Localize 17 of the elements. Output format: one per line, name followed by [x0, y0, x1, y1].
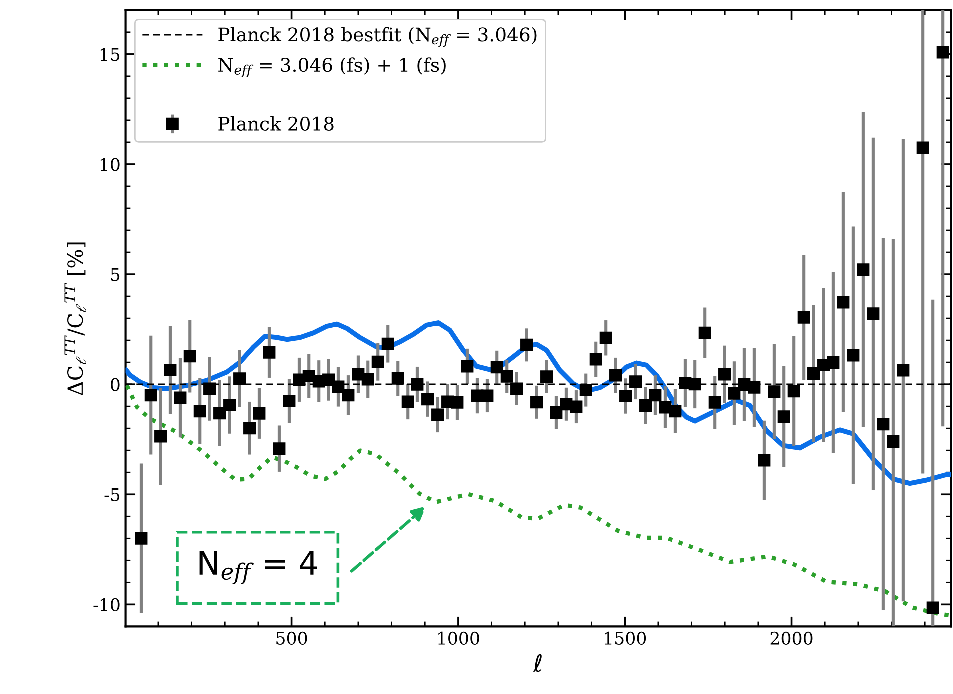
- y-tick-label: 15: [100, 48, 120, 62]
- y-tick-label: 10: [100, 158, 120, 172]
- y-axis-title: ΔC$_{ℓ}$$^{TT}$/C$_{ℓ}$$^{TT}$ [%]: [64, 242, 86, 396]
- y-tick-label: 0: [111, 378, 120, 392]
- x-tick-label: 500: [276, 632, 308, 645]
- line-series: [126, 384, 952, 618]
- annotation: N$_{eff}$ = 4: [200, 552, 318, 584]
- x-axis-title: ℓ: [533, 654, 542, 672]
- y-tick-label: 5: [111, 268, 120, 282]
- y-tick-label: -10: [94, 598, 120, 612]
- x-tick-label: 1000: [438, 632, 480, 645]
- y-tick-label: -5: [104, 488, 120, 502]
- x-tick-label: 2000: [770, 632, 813, 645]
- legend-label: Planck 2018 bestfit (N$_{eff}$ = 3.046): [218, 27, 537, 48]
- x-tick-label: 1500: [605, 632, 646, 645]
- legend-label: Planck 2018: [218, 116, 334, 132]
- legend-label: N$_{eff}$ = 3.046 (fs) + 1 (fs): [218, 58, 446, 78]
